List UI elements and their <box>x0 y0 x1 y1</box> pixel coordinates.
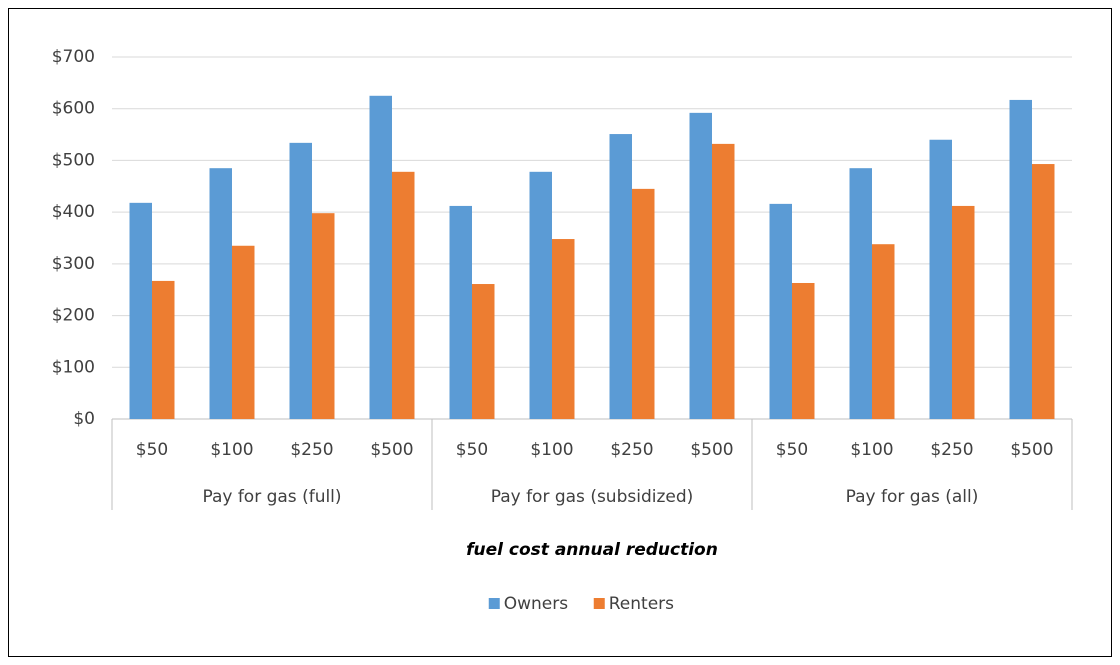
x-tick-label: $500 <box>1010 440 1053 460</box>
x-axis-title: fuel cost annual reduction <box>466 540 718 560</box>
bar <box>472 284 495 419</box>
group-label: Pay for gas (subsidized) <box>491 487 694 507</box>
y-tick-label: $200 <box>52 306 95 326</box>
y-tick-label: $300 <box>52 254 95 274</box>
bar <box>129 202 152 419</box>
bar <box>1032 164 1055 419</box>
group-label: Pay for gas (full) <box>202 487 341 507</box>
x-tick-label: $500 <box>690 440 733 460</box>
x-tick-label: $250 <box>610 440 653 460</box>
y-tick-label: $700 <box>52 47 95 67</box>
bar <box>289 142 312 420</box>
x-tick-label: $250 <box>930 440 973 460</box>
bar <box>1009 99 1032 420</box>
y-tick-label: $100 <box>52 357 95 377</box>
x-tick-label: $500 <box>370 440 413 460</box>
legend-swatch <box>593 598 605 609</box>
bar <box>689 112 712 419</box>
bar <box>929 139 952 419</box>
legend-label: Renters <box>609 594 674 614</box>
y-tick-label: $400 <box>52 202 95 222</box>
group-label: Pay for gas (all) <box>846 487 979 507</box>
legend-label: Owners <box>504 594 569 614</box>
bar <box>552 239 575 419</box>
x-tick-label: $50 <box>456 440 488 460</box>
bar <box>312 213 335 419</box>
x-tick-label: $50 <box>776 440 808 460</box>
x-tick-label: $100 <box>850 440 893 460</box>
bar <box>872 244 895 419</box>
bar <box>609 134 632 419</box>
legend-swatch <box>488 598 500 609</box>
x-tick-label: $250 <box>290 440 333 460</box>
bar <box>769 203 792 419</box>
bar <box>712 143 735 419</box>
bar <box>849 168 872 419</box>
bar <box>232 245 255 419</box>
bar <box>952 205 975 419</box>
bar <box>152 280 175 419</box>
x-tick-label: $50 <box>136 440 168 460</box>
bar <box>392 171 415 419</box>
y-tick-label: $0 <box>73 409 95 429</box>
bar <box>209 168 232 419</box>
y-tick-label: $500 <box>52 150 95 170</box>
x-tick-label: $100 <box>210 440 253 460</box>
bar <box>449 205 472 419</box>
y-tick-label: $600 <box>52 99 95 119</box>
x-tick-label: $100 <box>530 440 573 460</box>
bar <box>369 95 392 420</box>
bar <box>632 188 655 419</box>
bar <box>792 282 815 419</box>
bar <box>529 171 552 419</box>
